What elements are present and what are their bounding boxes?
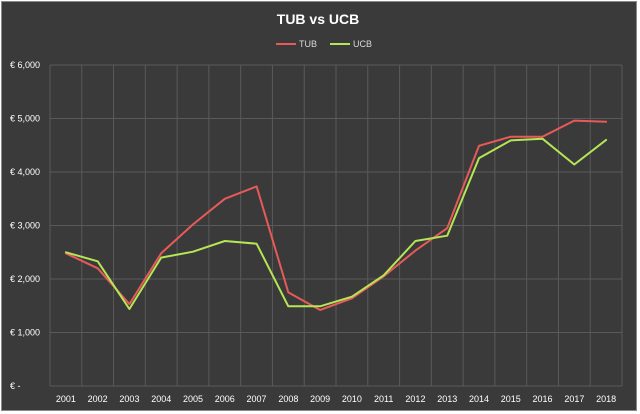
series-line-tub — [64, 119, 608, 311]
x-tick-label: 2001 — [56, 394, 76, 404]
x-tick-label: 2008 — [278, 394, 298, 404]
legend-label-tub: TUB — [299, 39, 317, 49]
x-tick-label: 2014 — [469, 394, 489, 404]
legend: TUB UCB — [276, 39, 372, 49]
x-tick-label: 2003 — [119, 394, 139, 404]
x-tick-label: 2013 — [437, 394, 457, 404]
chart-title: TUB vs UCB — [277, 11, 359, 27]
x-tick-label: 2018 — [596, 394, 616, 404]
x-tick-label: 2009 — [310, 394, 330, 404]
y-tick-label: € 3,000 — [10, 221, 40, 231]
x-tick-label: 2011 — [374, 394, 393, 404]
legend-label-ucb: UCB — [353, 39, 372, 49]
x-tick-label: 2007 — [247, 394, 267, 404]
x-tick-label: 2010 — [342, 394, 362, 404]
y-tick-label: € - — [10, 381, 21, 391]
x-tick-label: 2012 — [405, 394, 425, 404]
y-tick-label: € 6,000 — [10, 60, 40, 70]
x-tick-label: 2006 — [215, 394, 235, 404]
x-tick-label: 2017 — [564, 394, 584, 404]
y-tick-label: € 5,000 — [10, 114, 40, 124]
x-axis: 2001 2002 2003 2004 2005 2006 2007 2008 2009 2010… — [56, 394, 616, 404]
x-tick-label: 2005 — [183, 394, 203, 404]
y-tick-label: € 2,000 — [10, 274, 40, 284]
series-group — [64, 119, 608, 311]
y-tick-label: € 1,000 — [10, 328, 40, 338]
y-axis: € - € 1,000 € 2,000 € 3,000 € 4,000 € 5,000 € … — [10, 60, 40, 391]
x-tick-label: 2015 — [501, 394, 521, 404]
x-tick-label: 2004 — [151, 394, 171, 404]
x-tick-label: 2002 — [88, 394, 108, 404]
y-tick-label: € 4,000 — [10, 167, 40, 177]
chart-grid — [49, 64, 623, 387]
x-tick-label: 2016 — [533, 394, 553, 404]
series-line-ucb — [64, 137, 608, 310]
